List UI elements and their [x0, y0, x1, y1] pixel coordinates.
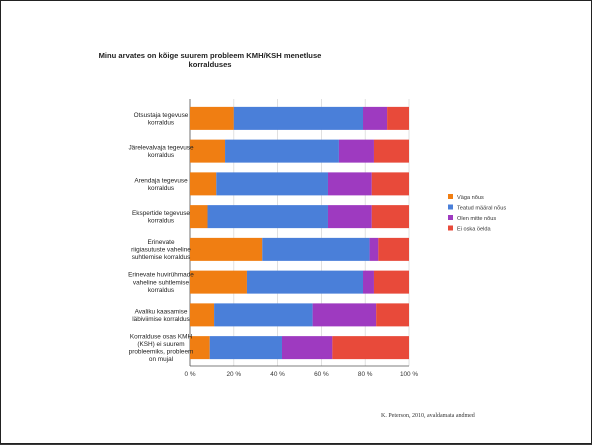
category-label: Arendaja tegevuse korraldus	[134, 177, 188, 192]
bar-4-2	[373, 139, 409, 163]
x-tick-label: 60 %	[314, 371, 329, 378]
bar-3-4	[327, 205, 372, 229]
category-label: Järelevalvaja tegevuse korraldus	[128, 145, 193, 160]
legend-swatch	[448, 225, 453, 231]
bar-4-4	[371, 205, 409, 229]
x-tick-label: 80 %	[358, 371, 373, 378]
legend-label: Väga nõus	[457, 195, 484, 201]
bar-3-1	[363, 106, 388, 130]
bar-2-6	[246, 270, 364, 294]
bar-2-3	[216, 172, 328, 196]
source-note: K. Peterson, 2010, avaldamata andmed	[381, 413, 475, 419]
bar-3-7	[312, 303, 377, 327]
legend-label: Olen mitte nõus	[457, 216, 496, 222]
chart-title: Minu arvates on kõige suurem probleem KM…	[98, 51, 322, 69]
x-tick-label: 20 %	[227, 371, 242, 378]
bar-2-1	[233, 106, 364, 130]
category-label: Erinevate riigiasutuste vaheline suhtlemis…	[131, 239, 191, 261]
bar-4-8	[332, 336, 409, 360]
bar-1-8	[190, 336, 210, 360]
bar-2-5	[262, 237, 370, 261]
category-label: Otsustaja tegevuse korraldus	[134, 112, 189, 127]
bar-2-2	[225, 139, 339, 163]
bar-4-3	[371, 172, 409, 196]
bar-4-5	[378, 237, 409, 261]
bar-1-1	[190, 106, 234, 130]
bar-3-6	[363, 270, 374, 294]
x-tick-label: 40 %	[270, 371, 285, 378]
x-tick-label: 100 %	[400, 371, 418, 378]
bar-3-5	[369, 237, 379, 261]
bar-4-7	[376, 303, 409, 327]
bar-2-7	[214, 303, 313, 327]
bar-3-2	[338, 139, 374, 163]
bar-4-1	[387, 106, 409, 130]
bar-4-6	[373, 270, 409, 294]
legend-swatch	[448, 194, 453, 199]
category-label: Avaliku kaasamise läbiviimise korraldus	[132, 308, 190, 323]
bar-1-2	[190, 139, 226, 163]
bar-2-4	[207, 205, 328, 229]
category-label: Ekspertide tegevuse korraldus	[132, 210, 190, 225]
category-label: Erinevate huvirühmade vaheline suhtlemise…	[128, 272, 194, 294]
bar-1-7	[190, 303, 215, 327]
bar-1-6	[190, 270, 247, 294]
legend-label: Ei oska öelda	[457, 226, 491, 232]
legend-swatch	[448, 215, 453, 220]
bar-3-8	[281, 336, 333, 360]
legend-label: Teatud määral nõus	[457, 205, 506, 211]
category-label: Korralduse osas KMH (KSH) ei suurem proble…	[129, 333, 194, 363]
bar-1-3	[190, 172, 217, 196]
x-tick-label: 0 %	[184, 371, 195, 378]
bar-1-5	[190, 237, 263, 261]
bar-1-4	[190, 205, 208, 229]
bar-2-8	[209, 336, 282, 360]
bar-3-3	[327, 172, 372, 196]
legend-swatch	[448, 204, 453, 210]
